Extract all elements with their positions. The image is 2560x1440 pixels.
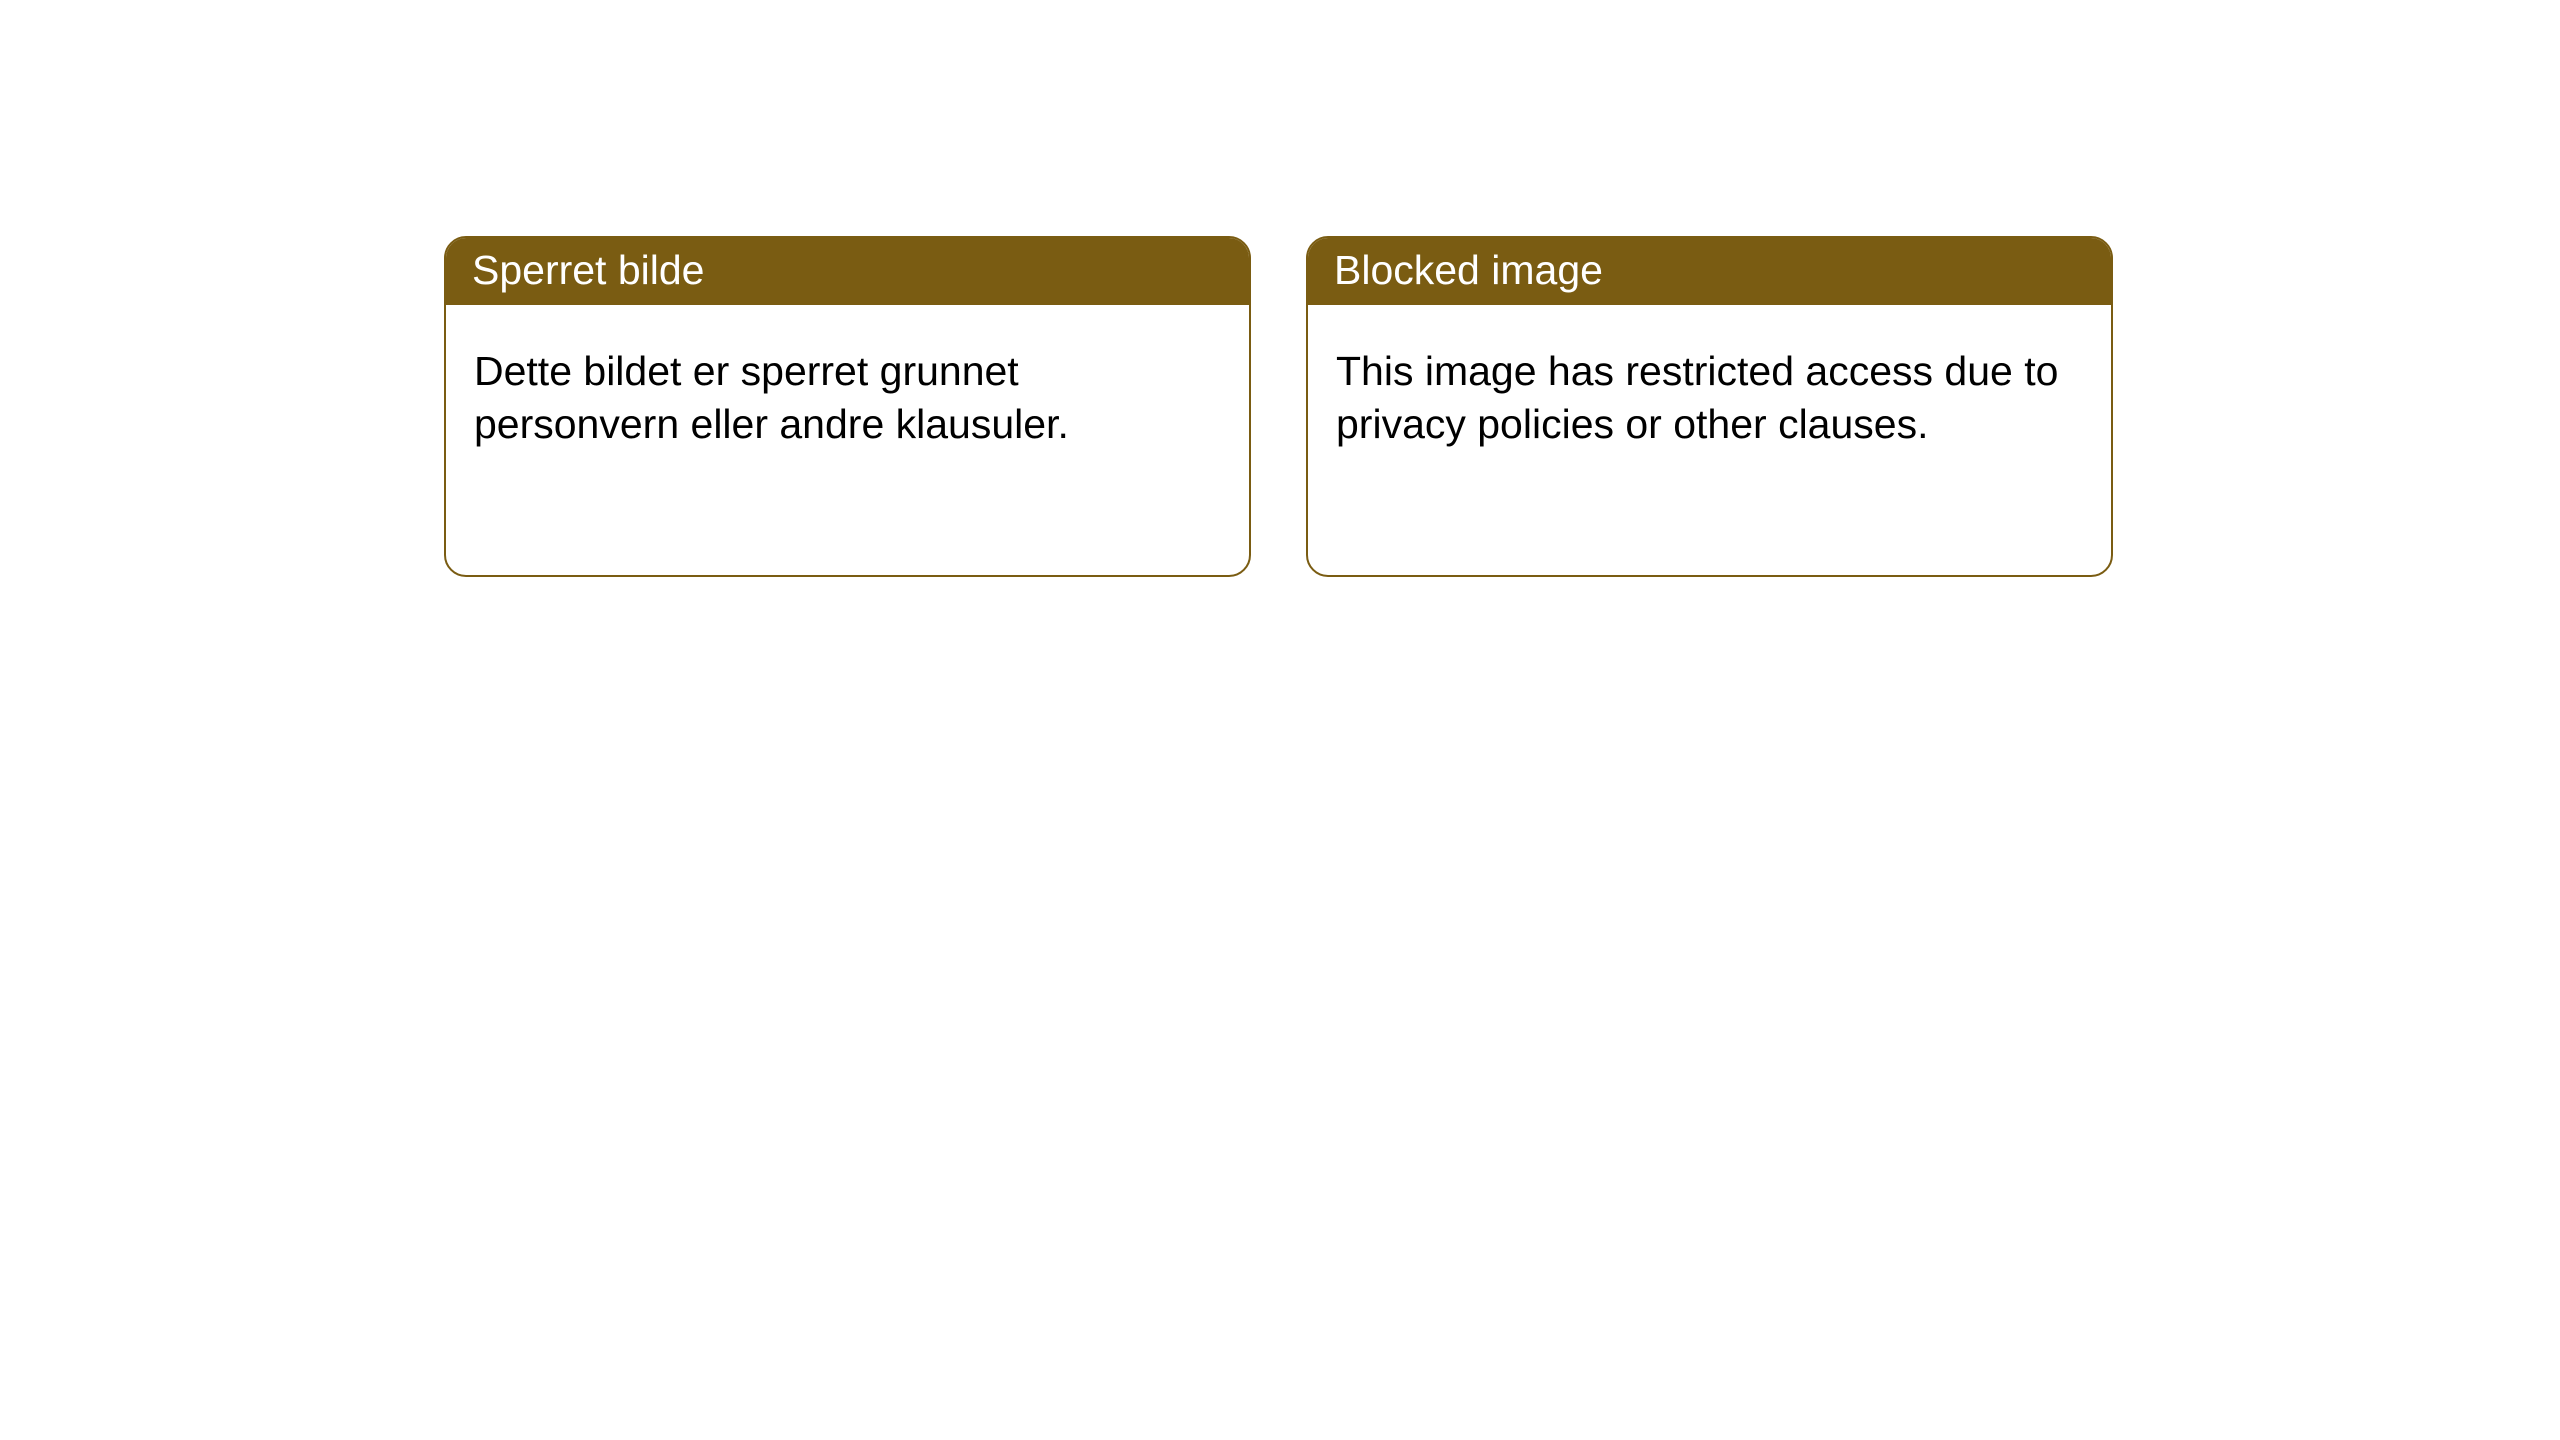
notice-card-english: Blocked image This image has restricted … [1306, 236, 2113, 577]
card-header-text: Blocked image [1334, 247, 1603, 293]
card-body: This image has restricted access due to … [1308, 305, 2111, 575]
card-header-text: Sperret bilde [472, 247, 704, 293]
card-body: Dette bildet er sperret grunnet personve… [446, 305, 1249, 575]
card-body-text: Dette bildet er sperret grunnet personve… [474, 345, 1221, 450]
notice-card-norwegian: Sperret bilde Dette bildet er sperret gr… [444, 236, 1251, 577]
notice-cards-container: Sperret bilde Dette bildet er sperret gr… [444, 236, 2560, 577]
card-body-text: This image has restricted access due to … [1336, 345, 2083, 450]
card-header: Blocked image [1308, 238, 2111, 305]
card-header: Sperret bilde [446, 238, 1249, 305]
